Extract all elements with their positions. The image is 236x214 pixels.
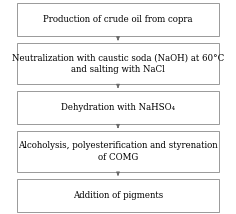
Bar <box>17 131 219 172</box>
Text: Production of crude oil from copra: Production of crude oil from copra <box>43 15 193 24</box>
Text: Dehydration with NaHSO₄: Dehydration with NaHSO₄ <box>61 103 175 112</box>
Text: Alcoholysis, polyesterification and styrenation
of COMG: Alcoholysis, polyesterification and styr… <box>18 141 218 162</box>
Text: Neutralization with caustic soda (NaOH) at 60°C
and salting with NaCl: Neutralization with caustic soda (NaOH) … <box>12 54 224 74</box>
Bar <box>17 91 219 124</box>
Bar <box>17 43 219 84</box>
Text: Addition of pigments: Addition of pigments <box>73 191 163 200</box>
Bar <box>17 3 219 36</box>
Bar <box>17 179 219 212</box>
